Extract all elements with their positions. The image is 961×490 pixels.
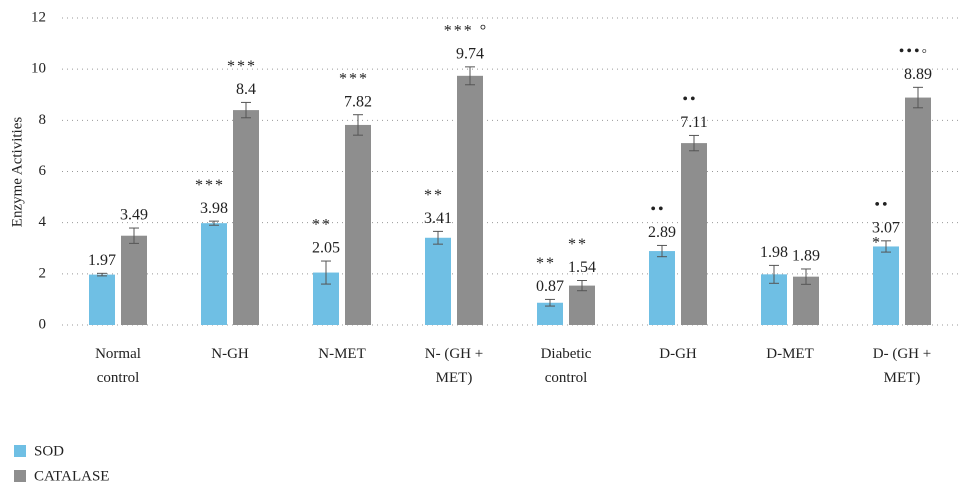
x-tick-line: N-MET [318,346,366,362]
x-tick-line: MET) [884,370,921,386]
value-label: 0.87 [536,278,564,295]
x-tick-line: D-MET [766,346,814,362]
error-bar [353,114,363,136]
value-label: 7.11 [680,114,707,131]
legend-label: SOD [34,443,64,459]
significance-mark: *** [195,177,225,194]
x-tick-line: D-GH [659,346,697,362]
significance-mark: •• [650,201,665,218]
error-bar [433,230,443,245]
legend-label: CATALASE [34,468,109,484]
value-label: 1.97 [88,252,116,269]
error-bar [545,298,555,307]
bar [457,75,483,326]
bar [201,223,227,325]
bar [873,246,899,325]
y-tick-label: 10 [31,61,46,77]
significance-mark: ** [568,236,588,253]
significance-mark: •• [682,91,697,108]
bar [537,302,563,325]
value-label: 8.89 [904,66,932,83]
bar [345,124,371,326]
error-bar [321,260,331,285]
error-bar [769,264,779,284]
y-tick-label: 2 [39,265,47,281]
error-bar [465,66,475,86]
bar [89,274,115,325]
x-tick-line: N-GH [211,346,249,362]
y-tick-label: 12 [31,9,46,25]
value-label: 2.05 [312,240,340,257]
x-tick-label: N- (GH + MET) [425,346,483,386]
value-label: 3.98 [200,200,228,217]
x-tick-label: N-GH [211,346,249,362]
y-tick-label: 8 [39,112,47,128]
x-tick-label: Diabetic control [541,346,592,386]
value-label: 1.89 [792,248,820,265]
error-bar [689,134,699,152]
legend-swatch [14,445,26,457]
bar [649,251,675,325]
value-label: 1.98 [760,244,788,261]
value-label: 3.49 [120,207,148,224]
bar [121,235,147,325]
significance-mark: *** [227,58,257,75]
value-label: 8.4 [236,81,256,98]
x-tick-line: control [545,370,588,386]
x-tick-line: N- (GH + [425,346,483,362]
x-tick-line: Normal [95,346,141,362]
value-label: 9.74 [456,46,484,63]
bar [681,143,707,325]
x-tick-label: D-GH [659,346,697,362]
error-bar [881,240,891,253]
significance-mark: ** [424,187,444,204]
error-bar [657,244,667,258]
significance-mark: •• [874,197,889,214]
y-tick-label: 0 [39,316,47,332]
error-bar [97,272,107,277]
x-tick-line: MET) [436,370,473,386]
x-tick-line: control [97,370,140,386]
bar [425,237,451,325]
x-tick-label: D-MET [766,346,814,362]
bar [233,110,259,325]
error-bar [577,279,587,292]
y-tick-label: 6 [39,163,47,179]
x-tick-line: D- (GH + [873,346,931,362]
significance-mark: •••◦ [899,43,929,60]
x-tick-line: Diabetic [541,346,592,362]
value-label: 1.54 [568,259,596,276]
error-bar [801,268,811,285]
value-label: 3.41 [424,210,452,227]
significance-mark: ** [536,255,556,272]
bar [905,97,931,325]
value-label: 2.89 [648,224,676,241]
x-tick-label: Normal control [95,346,141,386]
significance-mark: *** [339,70,369,87]
significance-mark: * [872,235,880,252]
x-tick-label: D- (GH + MET) [873,346,931,386]
y-tick-label: 4 [39,214,47,230]
significance-mark: *** ° [444,23,488,40]
significance-mark: ** [312,217,332,234]
bar [569,285,595,325]
value-label: 3.07 [872,220,900,237]
legend-swatch [14,470,26,482]
value-label: 7.82 [344,93,372,110]
error-bar [129,227,139,244]
error-bar [913,86,923,109]
error-bar [209,220,219,226]
y-axis-label: Enzyme Activities [9,117,25,228]
error-bar [241,101,251,119]
x-tick-label: N-MET [318,346,366,362]
